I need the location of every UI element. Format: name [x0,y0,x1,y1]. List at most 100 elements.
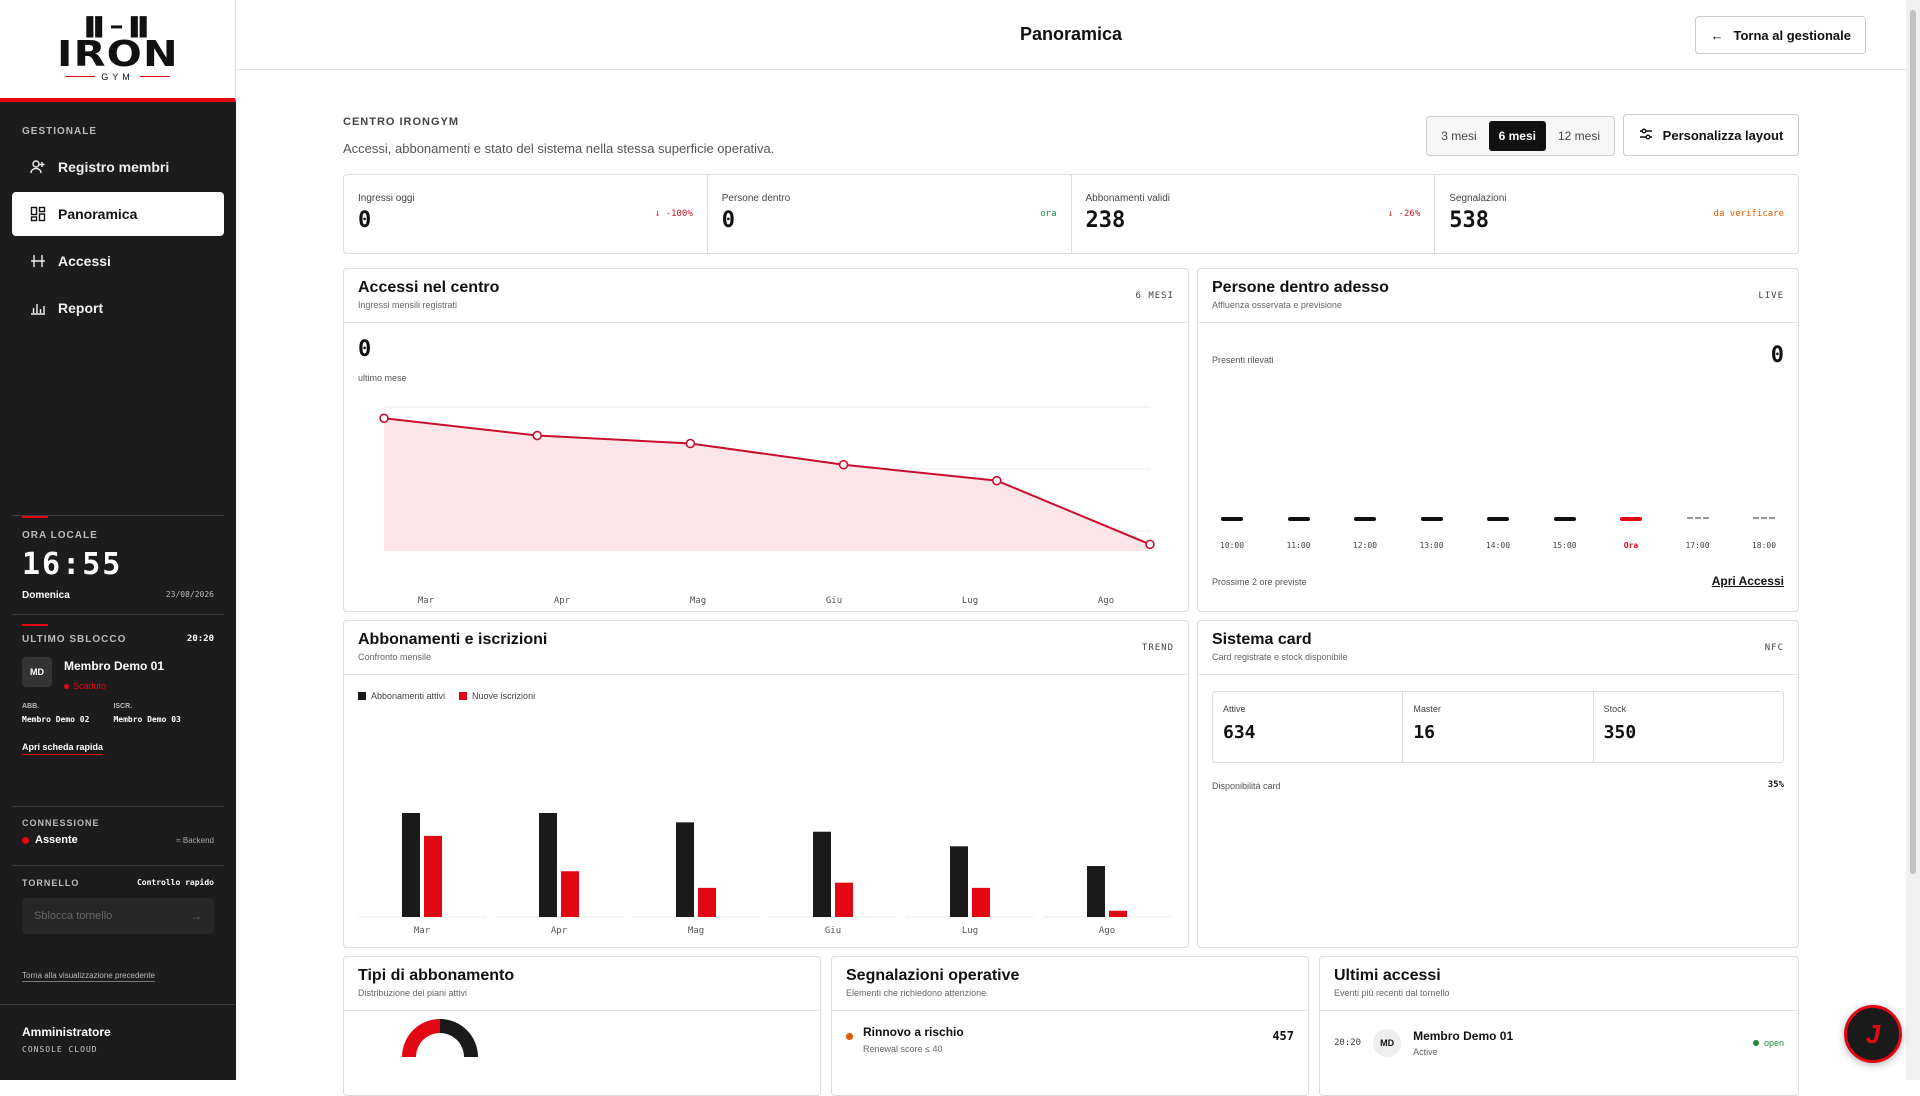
kpi-delta: da verificare [1713,209,1784,219]
access-state: open [1763,1038,1784,1048]
logo-word: IRON [56,33,179,75]
back-previous-link[interactable]: Torna alla visualizzazione precedente [22,971,155,982]
hour-bar [1620,517,1642,521]
x-tick-label: Apr [554,596,571,606]
x-tick-label: Lug [962,596,978,606]
nav-label: Panoramica [58,206,138,222]
hour-label: 10:00 [1219,541,1245,550]
nav-item-registro-membri[interactable]: Registro membri [12,145,224,189]
accessi-value: 0 [358,337,372,362]
open-accessi-link[interactable]: Apri Accessi [1711,574,1784,588]
unlock-turnstile-input[interactable]: Sblocca tornello → [22,898,214,934]
x-tick-label: Mar [418,596,435,606]
hour-slot-now: Ora [1611,517,1651,557]
bar-chart-icon [30,300,46,316]
hour-label: 18:00 [1751,541,1777,550]
card-tag: LIVE [1758,291,1784,301]
page-title: Panoramica [1019,24,1123,44]
legend-abbonamenti: Abbonamenti attivi [358,691,445,701]
stat-label: Stock [1603,704,1627,714]
alert-title: Rinnovo a rischio [863,1025,964,1039]
clock-hours: 16 [22,547,63,582]
dashboard-icon [30,206,46,222]
hour-label: 12:00 [1352,541,1378,550]
accent-tick [22,516,48,518]
nav-item-panoramica[interactable]: Panoramica [12,192,224,236]
hour-slot: 14:00 [1478,517,1518,557]
data-point [1145,539,1155,550]
arrow-left-icon: ← [1710,27,1724,43]
user-role: CONSOLE CLOUD [22,1045,98,1054]
bar [539,813,557,917]
card-title: Accessi nel centro [358,279,500,296]
clock-date: 23/08/2026 [165,590,214,599]
legend-iscrizioni: Nuove iscrizioni [459,691,535,701]
access-time: 20:20 [1334,1038,1362,1048]
last-unlock-time: 20:20 [186,634,214,644]
hour-slot: 15:00 [1545,517,1585,557]
state-dot [1752,1040,1759,1046]
assistant-fab-button[interactable]: J [1844,1005,1902,1063]
range-12-months[interactable]: 12 mesi [1557,129,1600,143]
hour-bar [1221,517,1243,521]
kpi-value: 538 [1449,208,1489,233]
card-title: Abbonamenti e iscrizioni [358,631,548,648]
connection-panel: CONNESSIONE Assente ≈ Backend [22,818,214,846]
x-tick-label: Lug [962,926,978,936]
availability-value: 35% [1767,780,1784,790]
user-panel[interactable]: Amministratore CONSOLE CLOUD [0,1025,236,1054]
stat-value: 16 [1413,722,1436,743]
bar [835,882,853,917]
hour-bar [1686,517,1709,521]
local-clock: ORA LOCALE 16:55 Domenica 23/08/2026 [0,516,236,601]
alert-subtitle: Renewal score ≤ 40 [863,1044,943,1054]
stat-value: 350 [1603,722,1637,743]
card-subtitle: Card registrate e stock disponibile [1212,652,1348,662]
access-status: Active [1413,1047,1438,1057]
customize-layout-button[interactable]: Personalizza layout [1623,114,1799,156]
alert-item[interactable]: Rinnovo a rischio Renewal score ≤ 40 457 [846,1025,1294,1065]
nav-item-accessi[interactable]: Accessi [12,239,224,283]
kpi-value: 0 [358,208,372,233]
section-label: GESTIONALE [22,126,98,137]
topbar: Panoramica ← Torna al gestionale [236,0,1906,70]
card-tag: NFC [1764,643,1784,653]
hour-slot: 10:00 [1212,517,1252,557]
turnstile-panel: TORNELLO Controllo rapido Sblocca tornel… [0,878,236,934]
connection-dot [22,836,29,844]
data-point [838,459,849,470]
card-subtitle: Confronto mensile [358,652,432,662]
logo-sub: GYM [65,72,170,82]
range-6-months[interactable]: 6 mesi [1488,121,1546,151]
sliders-icon [1639,127,1653,144]
card-tag: TREND [1141,643,1174,653]
accessi-line-chart: Mar Apr Mag Giu Lug Ago [379,406,1155,606]
access-row[interactable]: 20:20 MD Membro Demo 01 Active open [1334,1021,1784,1065]
scrollbar-thumb[interactable] [1910,10,1916,874]
iron-gym-logo[interactable]: ▐▌━▐▌ IRON GYM [0,0,236,102]
card-stat-stock: Stock 350 [1594,692,1783,762]
kpi-delta: ↓ -26% [1387,209,1421,219]
arrow-right-icon[interactable]: → [190,909,202,923]
access-member: Membro Demo 01 [1413,1029,1514,1043]
iscr-value: Membro Demo 03 [113,715,181,724]
nav-item-report[interactable]: Report [12,286,224,330]
user-name: Amministratore [22,1025,111,1039]
centro-title: CENTRO IRONGYM [343,116,460,128]
range-3-months[interactable]: 3 mesi [1441,129,1477,143]
bar [561,871,579,917]
segnalazioni-card: Segnalazioni operative Elementi che rich… [831,956,1309,1096]
open-quick-card-link[interactable]: Apri scheda rapida [22,742,104,755]
centro-description: Accessi, abbonamenti e stato del sistema… [343,141,775,156]
bar [402,813,420,917]
back-to-management-button[interactable]: ← Torna al gestionale [1695,16,1866,54]
turnstile-label: TORNELLO [22,878,80,888]
unlock-placeholder: Sblocca tornello [34,910,113,922]
status-badge: Scaduto [64,681,164,691]
clock-time: 16:55 [22,547,123,582]
page-scrollbar[interactable] [1906,0,1920,1080]
x-tick-label: Giu [826,596,842,606]
legend-swatch [459,692,468,700]
card-subtitle: Ingressi mensili registrati [358,300,458,310]
turnstile-icon [30,253,46,269]
